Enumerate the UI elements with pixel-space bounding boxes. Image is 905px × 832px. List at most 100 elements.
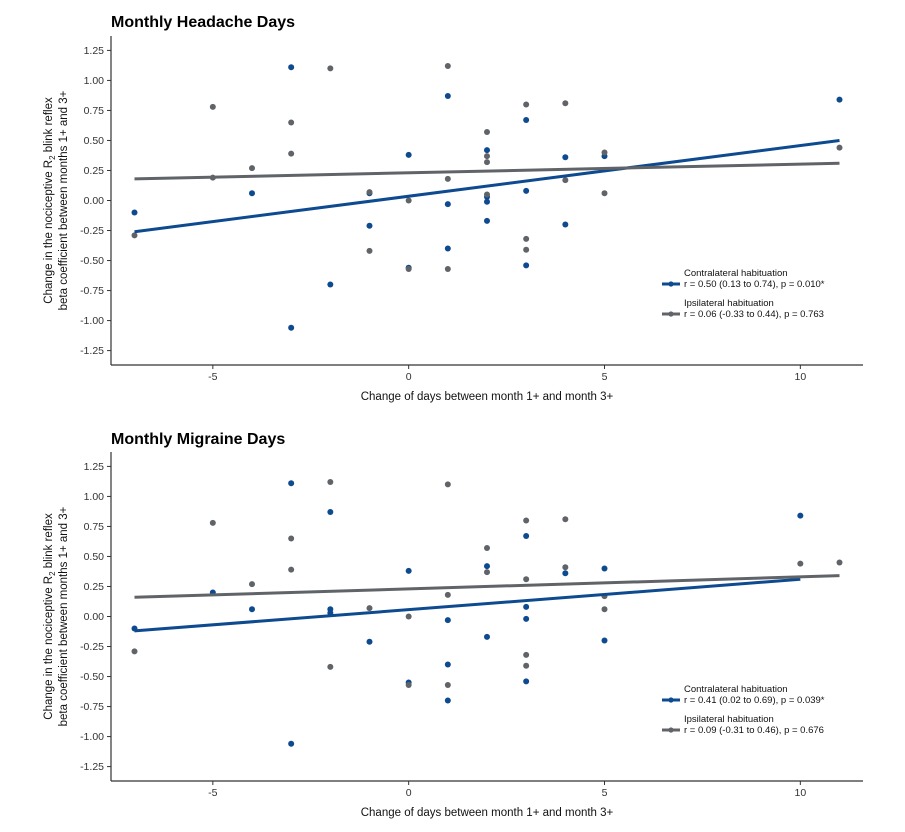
y-tick-label: 0.75: [84, 105, 105, 117]
y-tick-label: 0.75: [84, 521, 105, 533]
chart-panel-1: Monthly Headache Days 1.25 1.00 0.75 0.50 0.2…: [43, 14, 863, 403]
ipsilateral-point: [444, 175, 451, 182]
y-tick-label: 0.50: [84, 135, 105, 147]
y-tick-label: 0.00: [84, 195, 105, 207]
contralateral-point: [523, 615, 530, 622]
y-tick-label: 0.25: [84, 165, 105, 177]
legend-label-ipsilateral: Ipsilateral habituation: [684, 298, 774, 309]
legend-key-contralateral-dot: [668, 697, 674, 703]
contralateral-point: [444, 697, 451, 704]
contralateral-point: [601, 637, 608, 644]
y-tick-label: -1.25: [80, 345, 104, 357]
y-tick-label: -0.75: [80, 701, 104, 713]
ipsilateral-point: [484, 569, 490, 576]
contralateral-point: [523, 603, 530, 610]
contralateral-point: [484, 147, 490, 154]
contralateral-point: [249, 606, 255, 613]
y-axis-label-line2: beta coefficient between months 1+ and 3…: [58, 90, 70, 310]
x-axis-label: Change of days between month 1+ and mont…: [361, 391, 614, 403]
y-tick-label: -0.25: [80, 641, 104, 653]
legend-key-ipsilateral-dot: [668, 727, 674, 733]
contralateral-fit-line: [134, 138, 840, 234]
ipsilateral-point: [523, 235, 530, 242]
ipsilateral-point: [484, 129, 490, 136]
x-tick-label: 10: [794, 371, 806, 383]
y-tick-label: -0.50: [80, 255, 104, 267]
ipsilateral-point: [327, 479, 334, 486]
contralateral-point: [484, 217, 490, 224]
contralateral-point: [484, 198, 490, 205]
contralateral-point: [484, 633, 490, 640]
ipsilateral-fit-line: [134, 161, 840, 181]
y-axis-label-line1: Change in the nociceptive R2 blink refle…: [43, 513, 57, 720]
contralateral-point: [562, 154, 569, 161]
ipsilateral-point: [209, 519, 216, 526]
ipsilateral-point: [523, 662, 530, 669]
y-tick-label: 0.00: [84, 611, 105, 623]
contralateral-point: [444, 201, 451, 208]
x-tick-label: 0: [406, 787, 412, 799]
ipsilateral-point: [484, 153, 490, 160]
contralateral-point: [288, 740, 295, 747]
ipsilateral-point: [523, 101, 530, 108]
ipsilateral-point: [484, 159, 490, 166]
contralateral-point: [444, 661, 451, 668]
ipsilateral-point: [484, 545, 490, 552]
contralateral-point: [405, 567, 412, 574]
ipsilateral-point: [562, 177, 569, 184]
ipsilateral-point: [209, 103, 216, 110]
x-axis-label: Change of days between month 1+ and mont…: [361, 807, 614, 819]
legend-stat-ipsilateral: r = 0.09 (-0.31 to 0.46), p = 0.676: [684, 725, 824, 736]
legend-stat-ipsilateral: r = 0.06 (-0.33 to 0.44), p = 0.763: [684, 309, 824, 320]
ipsilateral-point: [288, 535, 295, 542]
legend-label-contralateral: Contralateral habituation: [684, 268, 788, 279]
ipsilateral-point: [327, 65, 334, 72]
ipsilateral-point: [405, 681, 412, 688]
contralateral-point: [836, 96, 843, 103]
legend-key-ipsilateral-dot: [668, 311, 674, 317]
contralateral-point: [484, 563, 490, 570]
y-tick-label: 1.25: [84, 45, 105, 57]
contralateral-point: [562, 221, 569, 228]
contralateral-point: [797, 512, 804, 519]
contralateral-point: [562, 570, 569, 577]
legend-label-ipsilateral: Ipsilateral habituation: [684, 714, 774, 725]
contralateral-point: [444, 617, 451, 624]
contralateral-point: [523, 678, 530, 685]
ipsilateral-point: [523, 651, 530, 658]
contralateral-point: [366, 222, 373, 229]
ipsilateral-point: [405, 613, 412, 620]
x-tick-label: 5: [602, 787, 608, 799]
ipsilateral-point: [366, 605, 373, 612]
y-tick-label: 0.50: [84, 551, 105, 563]
ipsilateral-point: [797, 560, 804, 567]
contralateral-point: [327, 281, 334, 288]
x-tick-label: 5: [602, 371, 608, 383]
chart-title: Monthly Headache Days: [111, 14, 295, 31]
contralateral-fit-line: [134, 577, 801, 633]
x-tick-label: 0: [406, 371, 412, 383]
ipsilateral-point: [444, 63, 451, 70]
ipsilateral-point: [562, 100, 569, 107]
ipsilateral-point: [523, 576, 530, 583]
contralateral-point: [366, 638, 373, 645]
ipsilateral-point: [836, 559, 843, 566]
x-tick-label: 10: [794, 787, 806, 799]
y-tick-label: -1.00: [80, 731, 104, 743]
contralateral-point: [601, 565, 608, 572]
ipsilateral-point: [366, 189, 373, 196]
y-tick-label: -1.25: [80, 761, 104, 773]
ipsilateral-point: [523, 246, 530, 253]
y-axis-label-line2: beta coefficient between months 1+ and 3…: [58, 506, 70, 726]
legend-label-contralateral: Contralateral habituation: [684, 684, 788, 695]
ipsilateral-point: [601, 149, 608, 156]
y-tick-label: 1.00: [84, 75, 105, 87]
contralateral-point: [288, 480, 295, 487]
chart-panel-2: Monthly Migraine Days 1.25 1.00 0.75 0.50 0.2…: [43, 431, 863, 819]
ipsilateral-point: [601, 606, 608, 613]
y-tick-label: 1.25: [84, 461, 105, 473]
legend-key-contralateral-dot: [668, 281, 674, 287]
y-tick-label: -0.50: [80, 671, 104, 683]
y-tick-label: -0.75: [80, 285, 104, 297]
